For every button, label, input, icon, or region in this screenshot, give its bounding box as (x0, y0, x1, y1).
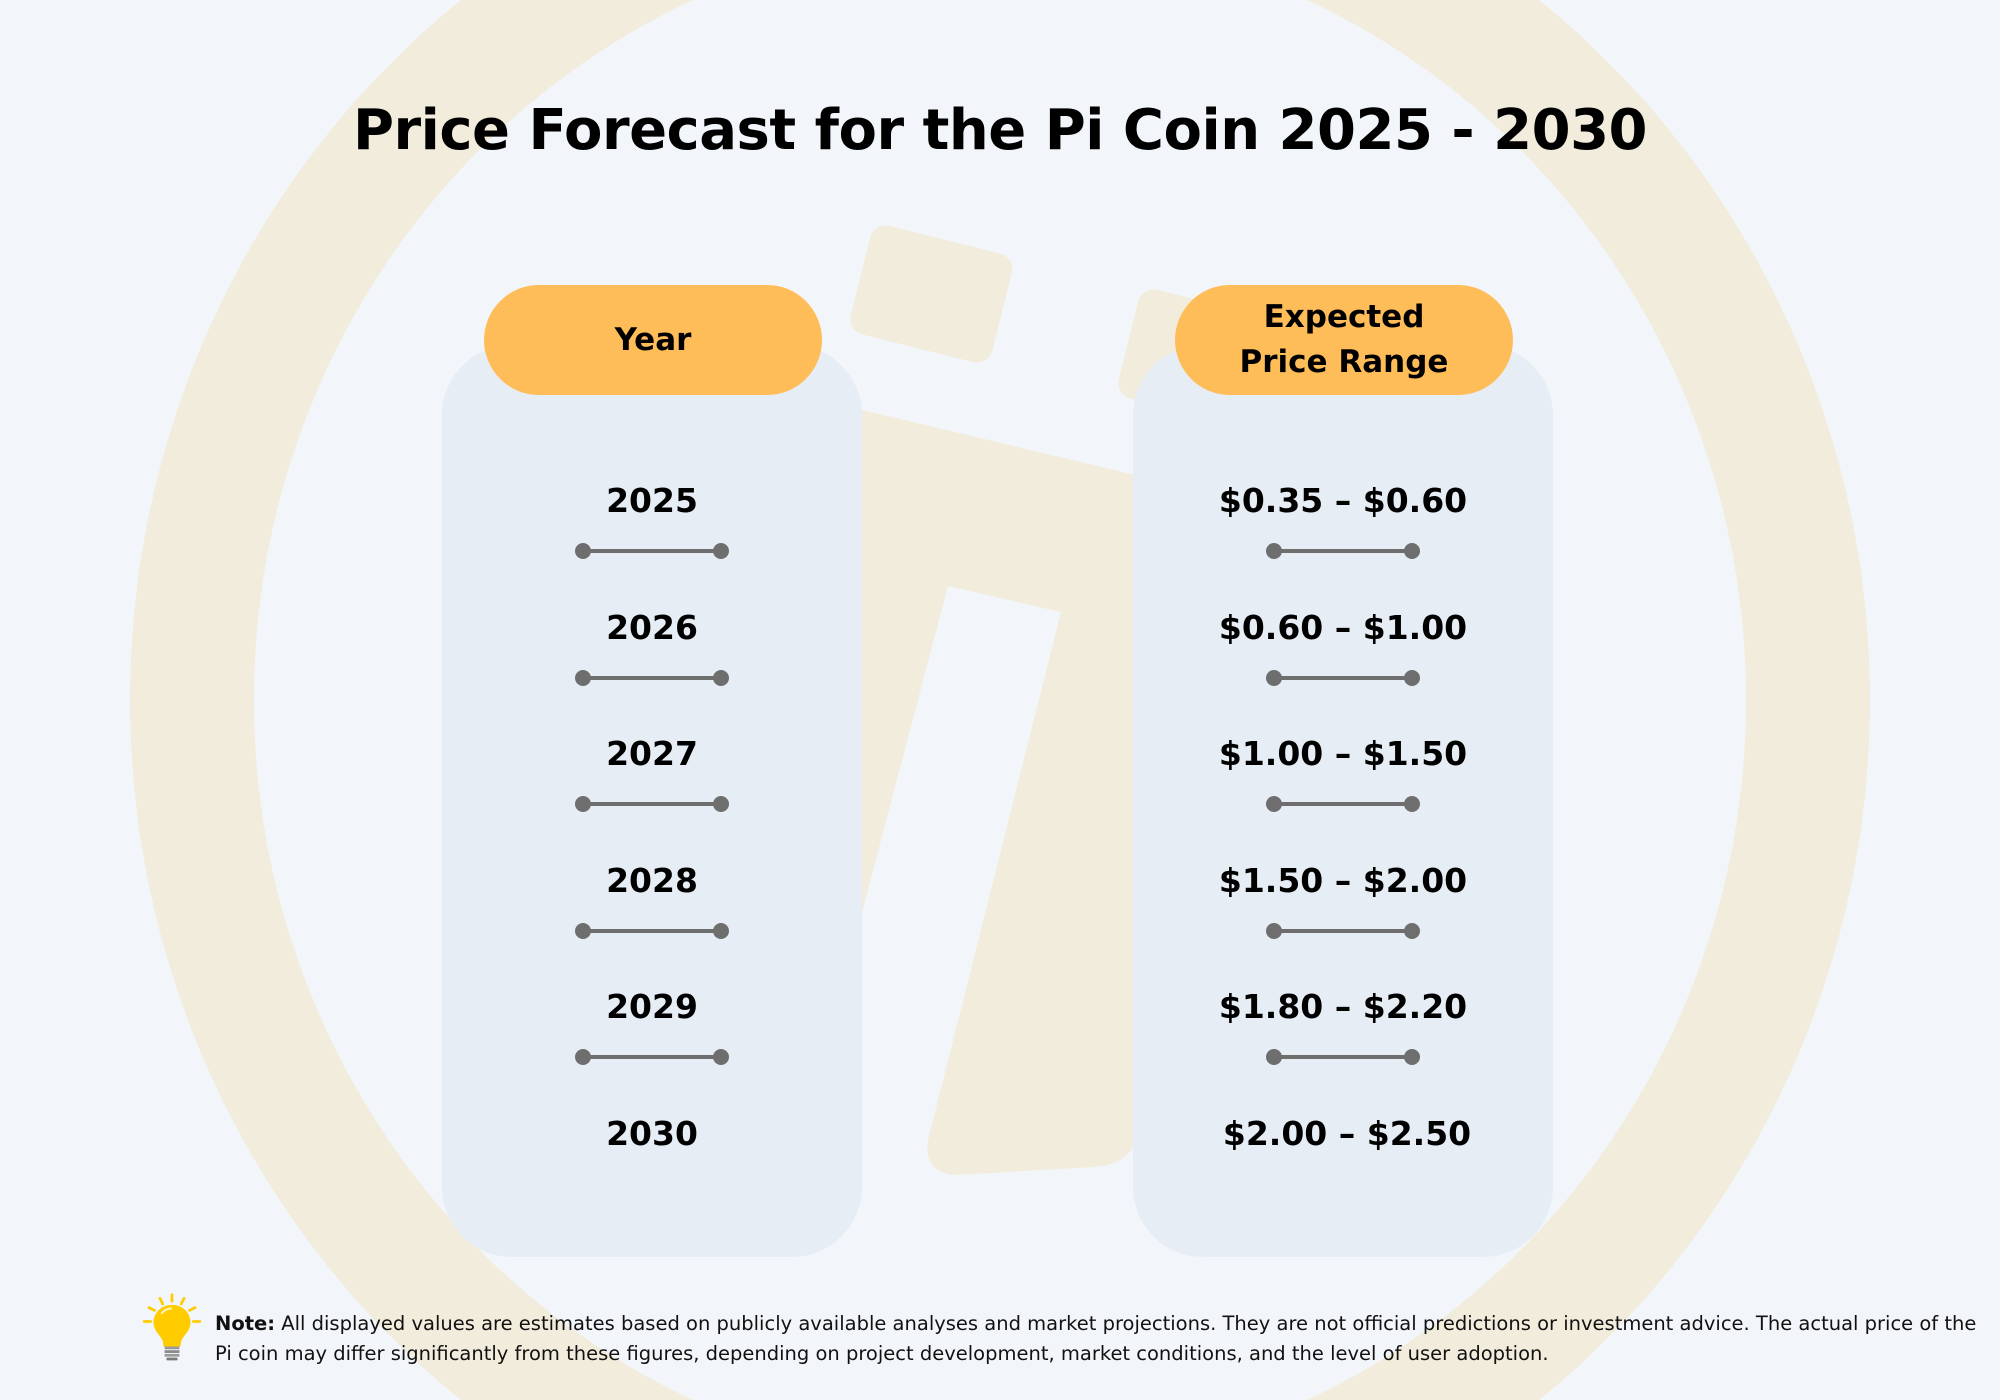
price-row: $0.35 – $0.60 (1133, 480, 1553, 607)
price-panel (1133, 345, 1553, 1257)
year-header-pill: Year (484, 285, 822, 395)
year-row: 2030 (442, 1113, 862, 1240)
connector-line (575, 922, 729, 939)
connector-line (1266, 922, 1420, 939)
year-list: 2025 2026 2027 2028 2029 2030 (442, 480, 862, 1239)
year-value: 2026 (606, 607, 698, 647)
year-column: Year 2025 2026 2027 2028 2029 2030 (442, 285, 862, 1257)
price-header-pill: Expected Price Range (1175, 285, 1513, 395)
year-header-label: Year (614, 321, 692, 358)
year-value: 2029 (606, 987, 698, 1026)
connector-line (1266, 796, 1420, 812)
year-value: 2025 (606, 481, 698, 520)
price-range-value: $0.35 – $0.60 (1218, 481, 1468, 520)
price-range-value: $1.50 – $2.00 (1218, 860, 1468, 900)
lightbulb-icon (142, 1293, 202, 1361)
connector-line (575, 1049, 729, 1065)
price-row: $1.00 – $1.50 (1133, 733, 1553, 860)
year-value: 2027 (606, 734, 698, 773)
connector-line (1266, 1049, 1420, 1065)
year-row: 2029 (442, 986, 862, 1113)
price-range-value: $0.60 – $1.00 (1218, 607, 1468, 647)
connector-line (1266, 543, 1420, 559)
year-row: 2026 (442, 607, 862, 734)
price-list: $0.35 – $0.60 $0.60 – $1.00 $1.00 – $1.5… (1133, 480, 1553, 1239)
price-row: $1.50 – $2.00 (1133, 860, 1553, 987)
connector-line (1266, 669, 1420, 686)
price-range-value: $2.00 – $2.50 (1222, 1113, 1472, 1153)
connector-line (575, 543, 729, 559)
year-panel (442, 345, 862, 1257)
connector-line (575, 796, 729, 812)
year-row: 2027 (442, 733, 862, 860)
year-row: 2028 (442, 860, 862, 987)
year-row: 2025 (442, 480, 862, 607)
price-row: $2.00 – $2.50 (1133, 1113, 1553, 1240)
watermark-ring (130, 0, 1870, 1400)
price-row: $1.80 – $2.20 (1133, 986, 1553, 1113)
note-label: Note: (215, 1312, 276, 1335)
connector-line (575, 669, 729, 686)
year-value: 2030 (606, 1113, 698, 1153)
price-header-label: Expected Price Range (1239, 299, 1449, 380)
page-title: Price Forecast for the Pi Coin 2025 - 20… (352, 98, 1648, 163)
note-text: Note: All displayed values are estimates… (215, 1295, 1985, 1369)
watermark-dot-left (850, 225, 1013, 363)
price-column: Expected Price Range $0.35 – $0.60 $0.60… (1133, 285, 1553, 1257)
disclaimer-note: Note: All displayed values are estimates… (135, 1293, 1985, 1375)
price-row: $0.60 – $1.00 (1133, 607, 1553, 734)
year-value: 2028 (606, 860, 698, 900)
price-range-value: $1.00 – $1.50 (1218, 734, 1468, 773)
price-range-value: $1.80 – $2.20 (1218, 987, 1468, 1026)
note-body: All displayed values are estimates based… (215, 1312, 1977, 1365)
